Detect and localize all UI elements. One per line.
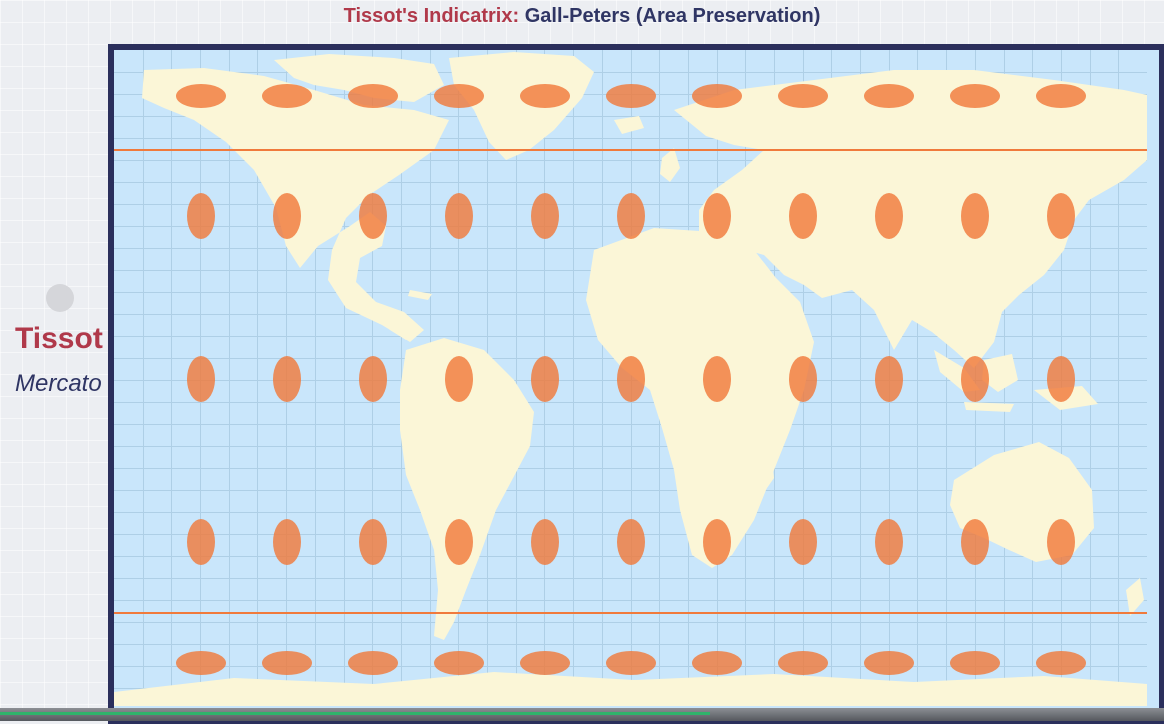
tissot-ellipse bbox=[1036, 651, 1086, 675]
tissot-ellipse bbox=[789, 356, 817, 402]
tissot-ellipse bbox=[961, 193, 989, 239]
title-prefix: Tissot's Indicatrix: bbox=[343, 5, 520, 27]
tissot-ellipse bbox=[348, 651, 398, 675]
tissot-ellipse bbox=[961, 356, 989, 402]
tissot-ellipse bbox=[617, 356, 645, 402]
tissot-ellipse bbox=[617, 193, 645, 239]
land-british-isles bbox=[660, 148, 680, 182]
land-iceland bbox=[614, 116, 644, 134]
tissot-ellipse bbox=[778, 651, 828, 675]
tissot-ellipse bbox=[262, 651, 312, 675]
tissot-ellipse bbox=[1047, 356, 1075, 402]
tissot-ellipse bbox=[875, 193, 903, 239]
land-madagascar bbox=[754, 442, 774, 498]
tissot-ellipse bbox=[176, 651, 226, 675]
tissot-ellipse bbox=[359, 356, 387, 402]
tissot-ellipse bbox=[703, 519, 731, 565]
tissot-ellipse bbox=[1047, 193, 1075, 239]
land-south-america bbox=[400, 338, 534, 640]
tissot-ellipse bbox=[875, 519, 903, 565]
landmasses bbox=[114, 52, 1147, 706]
tissot-ellipse bbox=[434, 651, 484, 675]
land-caribbean bbox=[408, 290, 432, 300]
tissot-ellipse bbox=[950, 84, 1000, 108]
tissot-ellipse bbox=[359, 519, 387, 565]
tissot-ellipse bbox=[617, 519, 645, 565]
tissot-ellipse bbox=[445, 356, 473, 402]
tissot-ellipse bbox=[262, 84, 312, 108]
tissot-ellipse bbox=[1047, 519, 1075, 565]
tissot-ellipse bbox=[606, 84, 656, 108]
tissot-indicatrix-layer bbox=[176, 84, 1086, 675]
tissot-ellipse bbox=[961, 519, 989, 565]
side-heading: Tissot bbox=[15, 322, 103, 355]
tissot-ellipse bbox=[187, 356, 215, 402]
tissot-ellipse bbox=[520, 84, 570, 108]
tissot-ellipse bbox=[520, 651, 570, 675]
tissot-ellipse bbox=[692, 651, 742, 675]
land-java bbox=[964, 402, 1014, 412]
tissot-ellipse bbox=[348, 84, 398, 108]
tissot-ellipse bbox=[692, 84, 742, 108]
tissot-ellipse bbox=[789, 193, 817, 239]
tissot-ellipse bbox=[789, 519, 817, 565]
tissot-ellipse bbox=[359, 193, 387, 239]
tissot-ellipse bbox=[531, 356, 559, 402]
tissot-ellipse bbox=[531, 193, 559, 239]
land-new-zealand bbox=[1126, 578, 1144, 616]
land-antarctica bbox=[114, 672, 1147, 706]
tissot-ellipse bbox=[273, 356, 301, 402]
tissot-ellipse bbox=[273, 193, 301, 239]
land-eurasia bbox=[674, 70, 1147, 368]
land-borneo bbox=[982, 354, 1018, 392]
land-greenland bbox=[449, 52, 594, 160]
tissot-ellipse bbox=[703, 356, 731, 402]
tissot-ellipse bbox=[176, 84, 226, 108]
tissot-ellipse bbox=[875, 356, 903, 402]
progress-bar[interactable] bbox=[0, 712, 711, 715]
page-title: Tissot's Indicatrix: Gall-Peters (Area P… bbox=[0, 5, 1164, 31]
title-main: Gall-Peters (Area Preservation) bbox=[524, 5, 821, 27]
land-japan bbox=[1012, 210, 1034, 258]
tissot-ellipse bbox=[606, 651, 656, 675]
tissot-ellipse bbox=[950, 651, 1000, 675]
side-subtitle: Mercato bbox=[15, 370, 102, 397]
tissot-ellipse bbox=[434, 84, 484, 108]
tissot-ellipse bbox=[187, 193, 215, 239]
tissot-ellipse bbox=[445, 519, 473, 565]
tissot-ellipse bbox=[1036, 84, 1086, 108]
tissot-ellipse bbox=[531, 519, 559, 565]
tissot-ellipse bbox=[703, 193, 731, 239]
tissot-ellipse bbox=[778, 84, 828, 108]
tissot-ellipse bbox=[864, 651, 914, 675]
tissot-ellipse bbox=[445, 193, 473, 239]
tissot-ellipse bbox=[187, 519, 215, 565]
land-arctic-islands bbox=[274, 54, 444, 102]
side-marker-dot bbox=[46, 284, 74, 312]
land-central-america bbox=[372, 302, 414, 340]
tissot-ellipse bbox=[864, 84, 914, 108]
world-map bbox=[114, 50, 1147, 706]
map-panel bbox=[108, 44, 1164, 724]
tissot-ellipse bbox=[273, 519, 301, 565]
